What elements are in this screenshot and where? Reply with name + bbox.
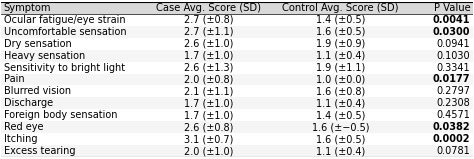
Bar	[1, 121, 473, 133]
Text: 2.6 (±1.3): 2.6 (±1.3)	[184, 62, 233, 73]
Bar	[1, 38, 473, 50]
Text: 1.4 (±0.5): 1.4 (±0.5)	[316, 15, 365, 25]
Text: 1.6 (±0.8): 1.6 (±0.8)	[316, 86, 365, 97]
Text: Case Avg. Score (SD): Case Avg. Score (SD)	[156, 3, 261, 13]
Text: 1.0 (±0.0): 1.0 (±0.0)	[316, 75, 365, 84]
Text: Red eye: Red eye	[4, 122, 43, 132]
Text: 1.9 (±1.1): 1.9 (±1.1)	[316, 62, 365, 73]
Text: 0.3341: 0.3341	[437, 62, 470, 73]
Bar	[1, 109, 473, 121]
Text: 0.0781: 0.0781	[437, 146, 470, 156]
Text: 2.7 (±1.1): 2.7 (±1.1)	[184, 27, 234, 37]
Text: 0.2308: 0.2308	[437, 98, 470, 108]
Text: 1.1 (±0.4): 1.1 (±0.4)	[316, 146, 365, 156]
Text: 0.0041: 0.0041	[433, 15, 470, 25]
Text: 1.7 (±1.0): 1.7 (±1.0)	[184, 98, 233, 108]
Text: 0.4571: 0.4571	[437, 110, 470, 120]
Text: Uncomfortable sensation: Uncomfortable sensation	[4, 27, 127, 37]
Text: 1.4 (±0.5): 1.4 (±0.5)	[316, 110, 365, 120]
Bar	[1, 73, 473, 86]
Bar	[1, 50, 473, 62]
Text: Dry sensation: Dry sensation	[4, 39, 72, 49]
Text: 1.1 (±0.4): 1.1 (±0.4)	[316, 98, 365, 108]
Text: 1.6 (±−0.5): 1.6 (±−0.5)	[312, 122, 369, 132]
Text: 0.0941: 0.0941	[437, 39, 470, 49]
Text: 1.9 (±0.9): 1.9 (±0.9)	[316, 39, 365, 49]
Text: 1.6 (±0.5): 1.6 (±0.5)	[316, 134, 365, 144]
Text: Itching: Itching	[4, 134, 37, 144]
Bar	[1, 62, 473, 73]
Text: 2.6 (±0.8): 2.6 (±0.8)	[184, 122, 233, 132]
Text: Pain: Pain	[4, 75, 24, 84]
Bar	[1, 145, 473, 157]
Text: Discharge: Discharge	[4, 98, 53, 108]
Text: P Value: P Value	[434, 3, 470, 13]
Text: 2.6 (±1.0): 2.6 (±1.0)	[184, 39, 233, 49]
Text: 0.1030: 0.1030	[437, 51, 470, 61]
Text: 0.2797: 0.2797	[436, 86, 470, 97]
Text: Ocular fatigue/eye strain: Ocular fatigue/eye strain	[4, 15, 125, 25]
Bar	[1, 14, 473, 26]
Text: Control Avg. Score (SD): Control Avg. Score (SD)	[283, 3, 399, 13]
Bar	[1, 97, 473, 109]
Text: 0.0300: 0.0300	[433, 27, 470, 37]
Text: 1.7 (±1.0): 1.7 (±1.0)	[184, 51, 233, 61]
Text: 3.1 (±0.7): 3.1 (±0.7)	[184, 134, 233, 144]
Text: 0.0002: 0.0002	[433, 134, 470, 144]
Text: Sensitivity to bright light: Sensitivity to bright light	[4, 62, 125, 73]
Text: 1.6 (±0.5): 1.6 (±0.5)	[316, 27, 365, 37]
Text: 0.0382: 0.0382	[433, 122, 470, 132]
Bar	[1, 86, 473, 97]
Text: 1.7 (±1.0): 1.7 (±1.0)	[184, 110, 233, 120]
Text: 0.0177: 0.0177	[433, 75, 470, 84]
Text: 2.0 (±1.0): 2.0 (±1.0)	[184, 146, 233, 156]
Text: Symptom: Symptom	[4, 3, 51, 13]
Text: Foreign body sensation: Foreign body sensation	[4, 110, 117, 120]
Text: 2.7 (±0.8): 2.7 (±0.8)	[184, 15, 234, 25]
Text: 2.0 (±0.8): 2.0 (±0.8)	[184, 75, 233, 84]
Text: 2.1 (±1.1): 2.1 (±1.1)	[184, 86, 233, 97]
Text: Heavy sensation: Heavy sensation	[4, 51, 85, 61]
Bar	[1, 133, 473, 145]
Bar	[1, 26, 473, 38]
Text: Excess tearing: Excess tearing	[4, 146, 75, 156]
Bar	[1, 2, 473, 14]
Text: Blurred vision: Blurred vision	[4, 86, 71, 97]
Text: 1.1 (±0.4): 1.1 (±0.4)	[316, 51, 365, 61]
